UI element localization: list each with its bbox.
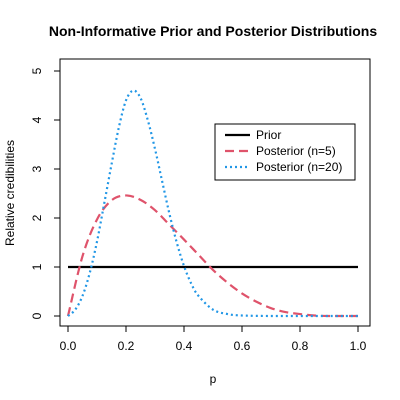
x-tick-label: 1.0 — [350, 339, 367, 353]
x-tick-label: 0.2 — [118, 339, 135, 353]
y-tick-label: 1 — [30, 263, 44, 270]
series-line-1 — [66, 194, 358, 318]
legend-label: Posterior (n=5) — [256, 144, 336, 158]
legend-box — [214, 123, 356, 181]
x-tick-label: 0.4 — [176, 339, 193, 353]
x-axis: 0.0 0.2 0.4 0.6 0.8 1.0 — [60, 325, 367, 353]
x-tick-label: 0.0 — [60, 339, 77, 353]
legend: Prior Posterior (n=5) Posterior (n=20) — [214, 123, 356, 181]
x-axis-label: p — [210, 372, 217, 386]
y-axis-label: Relative credibilities — [3, 140, 17, 246]
y-tick-label: 4 — [30, 116, 44, 123]
series-layer — [66, 89, 358, 318]
legend-label: Prior — [256, 128, 281, 142]
x-tick-label: 0.8 — [292, 339, 309, 353]
y-tick-label: 3 — [30, 165, 44, 172]
y-tick-label: 0 — [30, 312, 44, 319]
y-tick-label: 2 — [30, 214, 44, 221]
x-tick-label: 0.6 — [234, 339, 251, 353]
y-axis: 0 1 2 3 4 5 — [30, 67, 61, 319]
y-tick-label: 5 — [30, 67, 44, 74]
legend-label: Posterior (n=20) — [256, 160, 342, 174]
chart-title: Non-Informative Prior and Posterior Dist… — [49, 23, 377, 39]
